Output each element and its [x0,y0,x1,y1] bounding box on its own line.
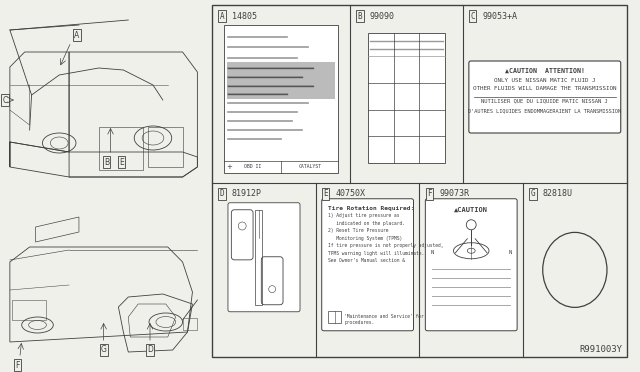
Bar [328,311,342,323]
Text: ONLY USE NISSAN MATIC FLUID J: ONLY USE NISSAN MATIC FLUID J [494,77,596,83]
Text: See Owner's Manual section &: See Owner's Manual section & [328,258,404,263]
Text: B: B [358,12,362,20]
Text: E: E [119,157,124,167]
Text: G: G [100,346,106,355]
Text: ▲CAUTION  ATTENTION!: ▲CAUTION ATTENTION! [505,68,585,74]
Text: N: N [431,250,434,255]
Text: R991003Y: R991003Y [580,345,623,354]
Bar [224,25,339,173]
Text: 99090: 99090 [370,12,395,20]
FancyBboxPatch shape [426,199,517,331]
Text: Tire Rotation Required:: Tire Rotation Required: [328,206,414,211]
Text: G: G [531,189,535,198]
Text: 2) Reset Tire Pressure: 2) Reset Tire Pressure [328,228,388,233]
Text: F: F [427,189,431,198]
Text: A: A [220,12,225,20]
Text: 81912P: 81912P [232,189,262,198]
Text: 1) Adjust tire pressure as: 1) Adjust tire pressure as [328,213,399,218]
Text: D'AUTRES LIQUIDES ENDOMMAGERAIENT LA TRANSMISSION: D'AUTRES LIQUIDES ENDOMMAGERAIENT LA TRA… [468,109,621,113]
Text: 99053+A: 99053+A [483,12,518,20]
Text: If tire pressure is not properly adjusted,: If tire pressure is not properly adjuste… [328,243,443,248]
Text: +: + [226,164,232,170]
Text: 99073R: 99073R [439,189,469,198]
Bar [255,210,262,305]
Bar [227,62,335,99]
Text: 'Maintenance and Service' for: 'Maintenance and Service' for [344,314,424,319]
Text: E: E [323,189,328,198]
FancyBboxPatch shape [469,61,621,133]
Text: OTHER FLUIDS WILL DAMAGE THE TRANSMISSION: OTHER FLUIDS WILL DAMAGE THE TRANSMISSIO… [473,86,616,90]
FancyBboxPatch shape [322,199,413,331]
Text: procedures.: procedures. [344,320,374,325]
Text: A: A [74,31,79,39]
Text: 14805: 14805 [232,12,257,20]
Text: N: N [509,250,512,255]
Bar [368,33,445,163]
Bar [212,5,627,357]
Text: NUTILISER QUE DU LIQUIDE MATIC NISSAN J: NUTILISER QUE DU LIQUIDE MATIC NISSAN J [481,99,608,103]
Text: D: D [220,189,225,198]
Text: TPMS warning light will illuminate.: TPMS warning light will illuminate. [328,251,424,256]
Text: ▲CAUTION: ▲CAUTION [454,207,488,213]
Text: 82818U: 82818U [543,189,573,198]
Bar [182,318,197,330]
Text: Monitoring System (TPMS): Monitoring System (TPMS) [328,236,402,241]
Text: CATALYST: CATALYST [298,164,321,169]
Text: F: F [15,360,20,369]
Text: indicated on the placard.: indicated on the placard. [328,221,404,226]
Bar [12,300,46,320]
Text: 40750X: 40750X [335,189,365,198]
FancyBboxPatch shape [228,203,300,312]
Text: B: B [104,157,109,167]
Text: OBD II: OBD II [244,164,261,169]
Text: C: C [3,96,8,105]
Text: C: C [470,12,475,20]
Text: D: D [147,346,153,355]
